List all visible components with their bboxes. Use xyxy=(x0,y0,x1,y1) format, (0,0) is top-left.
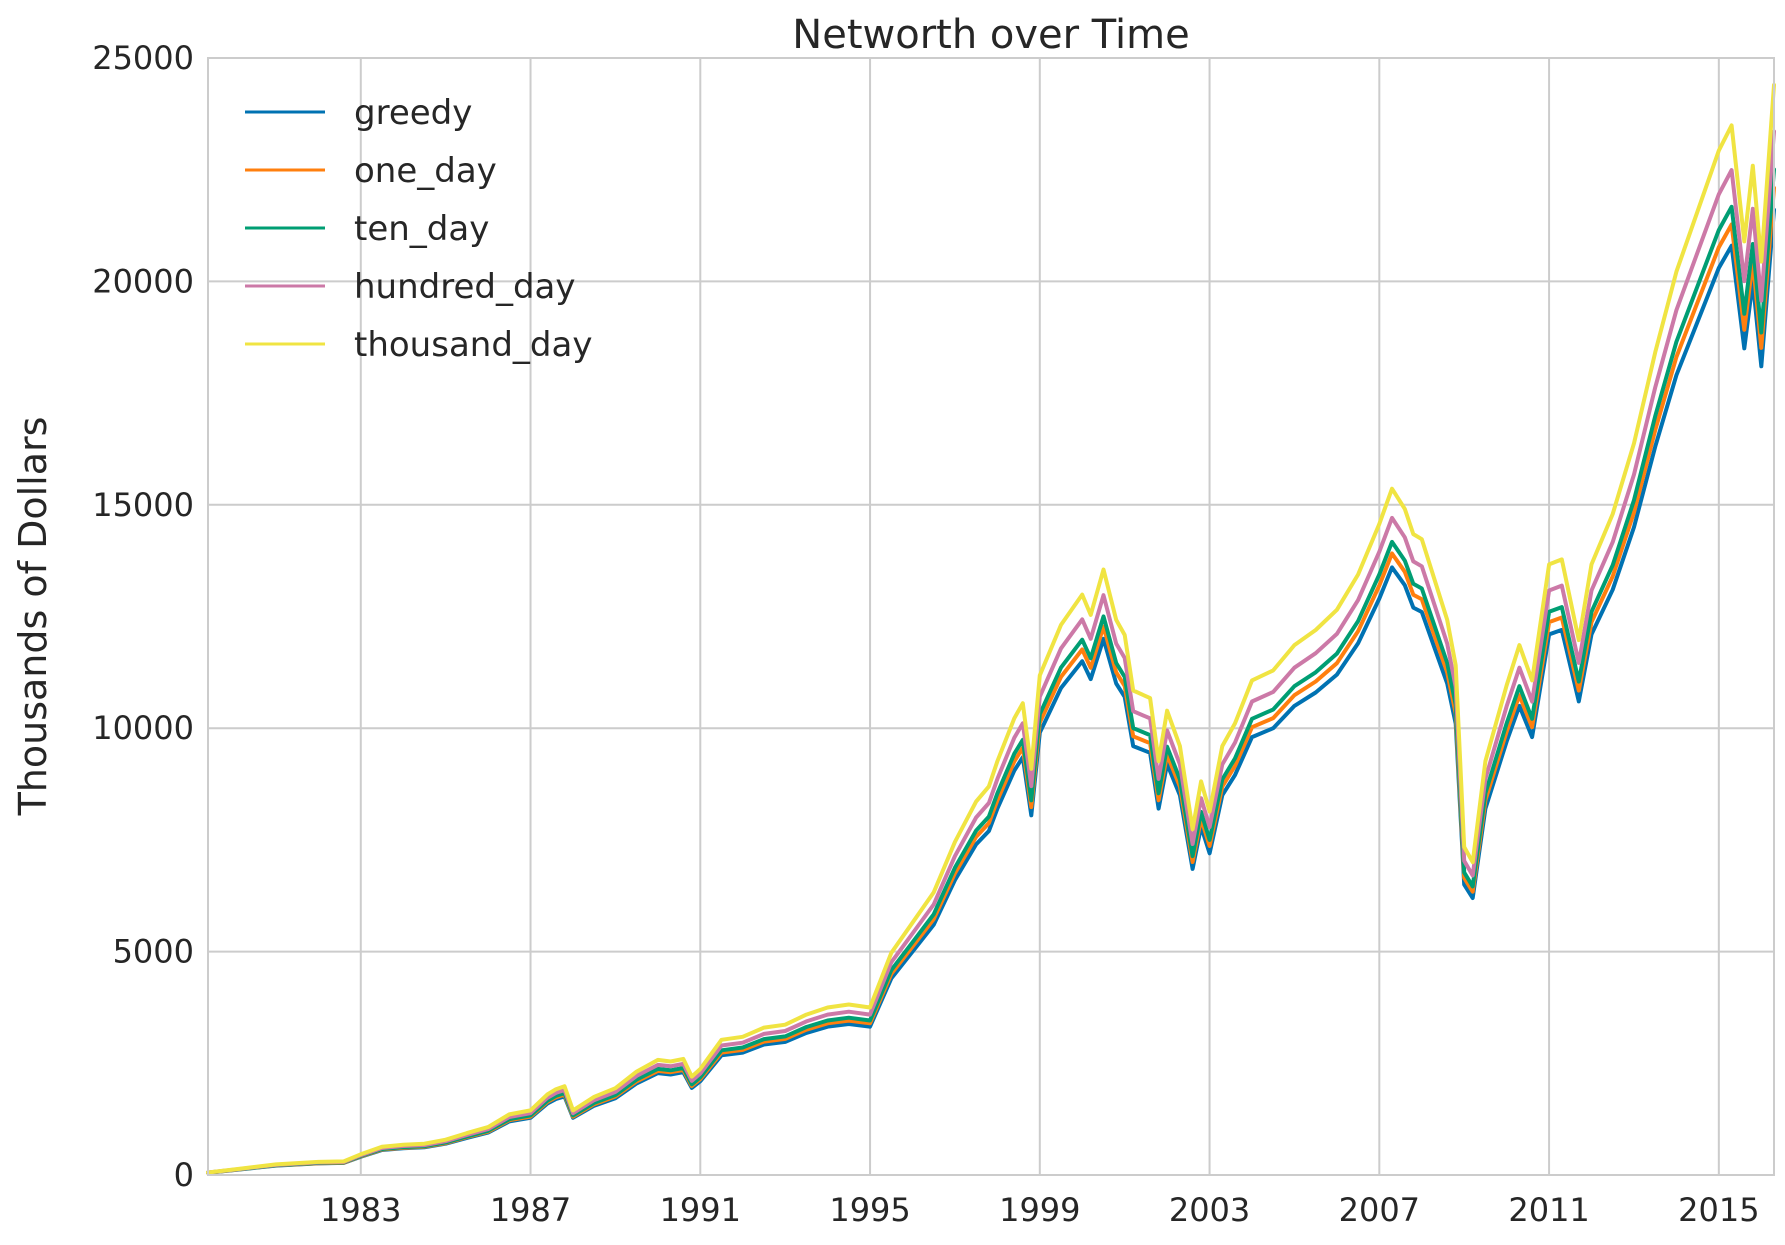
legend-label-ten-day: ten_day xyxy=(354,209,489,249)
y-tick-label: 20000 xyxy=(92,262,194,300)
x-tick-label: 1987 xyxy=(490,1191,571,1229)
y-tick-label: 5000 xyxy=(113,933,194,971)
legend-label-hundred-day: hundred_day xyxy=(354,267,576,307)
series-line-ten-day xyxy=(206,167,1776,1175)
chart-title: Networth over Time xyxy=(792,12,1189,58)
x-tick-label: 2003 xyxy=(1169,1191,1250,1229)
y-axis-label: Thousands of Dollars xyxy=(11,417,55,817)
y-tick-labels: 0 5000 10000 15000 20000 25000 xyxy=(92,39,194,1194)
legend: greedy one_day ten_day hundred_day thousand_… xyxy=(245,93,592,365)
x-tick-label: 2011 xyxy=(1508,1191,1589,1229)
y-tick-label: 15000 xyxy=(92,486,194,524)
x-tick-label: 1995 xyxy=(829,1191,910,1229)
x-tick-labels: 1983 1987 1991 1995 1999 2003 2007 2011 2015 xyxy=(320,1191,1759,1229)
legend-label-thousand-day: thousand_day xyxy=(354,325,592,365)
x-tick-label: 1983 xyxy=(320,1191,401,1229)
y-tick-label: 25000 xyxy=(92,39,194,77)
x-tick-label: 1999 xyxy=(999,1191,1080,1229)
x-tick-label: 2015 xyxy=(1678,1191,1759,1229)
y-tick-label: 10000 xyxy=(92,709,194,747)
series-lines xyxy=(206,83,1776,1175)
x-tick-label: 2007 xyxy=(1339,1191,1420,1229)
legend-label-greedy: greedy xyxy=(354,93,472,133)
series-line-hundred-day xyxy=(206,129,1776,1175)
plot-background xyxy=(208,58,1774,1175)
legend-label-one-day: one_day xyxy=(354,151,497,191)
x-tick-label: 1991 xyxy=(660,1191,741,1229)
plot-frame xyxy=(207,57,1775,1176)
series-line-thousand-day xyxy=(206,83,1776,1175)
y-tick-label: 0 xyxy=(174,1156,194,1194)
